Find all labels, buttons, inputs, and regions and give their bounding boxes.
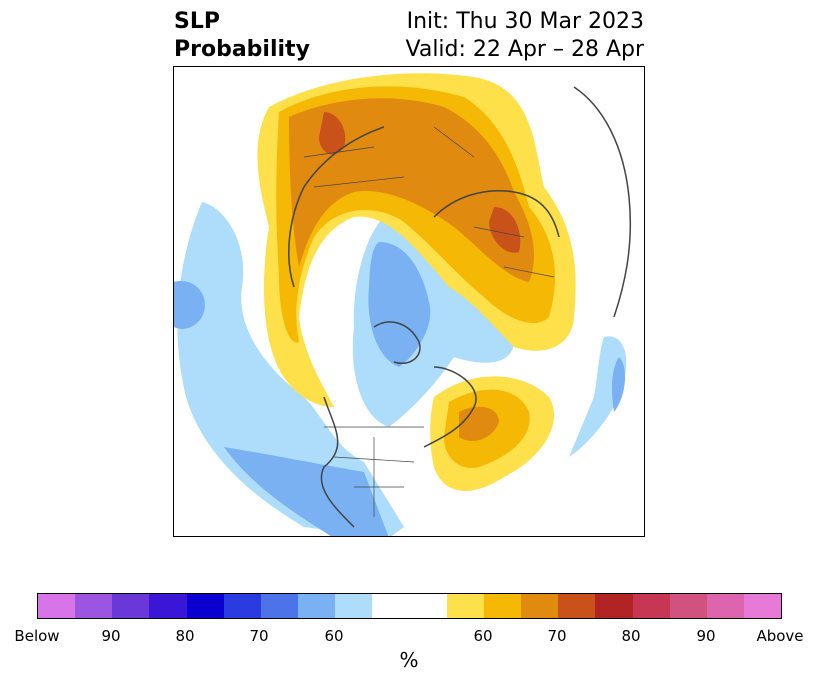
map-title: SLP Probability: [174, 8, 310, 64]
coastlines: [288, 86, 632, 528]
pacific-blue-core: [174, 281, 205, 329]
siberia-max: [489, 207, 521, 253]
colorbar-segment: [743, 594, 782, 618]
colorbar-segment: [669, 594, 707, 618]
colorbar-segment: [112, 594, 150, 618]
colorbar-segment: [38, 594, 76, 618]
map-canvas: [174, 73, 632, 536]
colorbar-segment: [632, 594, 670, 618]
colorbar-tick-label: 70: [249, 627, 269, 645]
valid-range: Valid: 22 Apr – 28 Apr: [405, 37, 645, 62]
colorbar-segment: [558, 594, 596, 618]
eurasia-orange-area: [289, 98, 534, 282]
na-blue-core: [224, 447, 389, 536]
atlantic-blue-area: [569, 336, 627, 457]
borders: [303, 126, 555, 517]
colorbar-segment: [446, 594, 484, 618]
europe-max: [319, 112, 346, 155]
title-line-1: SLP: [174, 9, 220, 34]
colorbar-tick-label: Below: [14, 627, 60, 645]
colorbar-tick-label: 80: [621, 627, 641, 645]
colorbar-segment: [75, 594, 113, 618]
colorbar-segment: [483, 594, 522, 618]
colorbar-segment: [706, 594, 744, 618]
colorbar-segment: [409, 594, 447, 618]
colorbar-tick-label: 60: [324, 627, 344, 645]
init-date: Init: Thu 30 Mar 2023: [406, 9, 644, 34]
colorbar-tick-label: 90: [101, 627, 121, 645]
colorbar-segment: [521, 594, 559, 618]
colorbar-segment: [260, 594, 299, 618]
colorbar-segment: [595, 594, 633, 618]
legend-colorbar: [37, 593, 782, 619]
map-subtitle: Init: Thu 30 Mar 2023 Valid: 22 Apr – 28…: [406, 8, 645, 64]
atlantic-blue-core: [611, 357, 626, 412]
colorbar-segment: [335, 594, 373, 618]
colorbar-segment: [223, 594, 261, 618]
colorbar-segment: [372, 594, 410, 618]
colorbar-unit: %: [399, 648, 419, 672]
colorbar-segment: [298, 594, 336, 618]
colorbar-segment: [186, 594, 224, 618]
probability-map: [173, 66, 645, 537]
colorbar-tick-label: 70: [547, 627, 567, 645]
colorbar-tick-label: 60: [473, 627, 493, 645]
colorbar-tick-label: 90: [696, 627, 716, 645]
title-line-2: Probability: [174, 37, 310, 62]
colorbar-tick-label: Above: [756, 627, 804, 645]
colorbar-segment: [149, 594, 187, 618]
colorbar-tick-label: 80: [175, 627, 195, 645]
